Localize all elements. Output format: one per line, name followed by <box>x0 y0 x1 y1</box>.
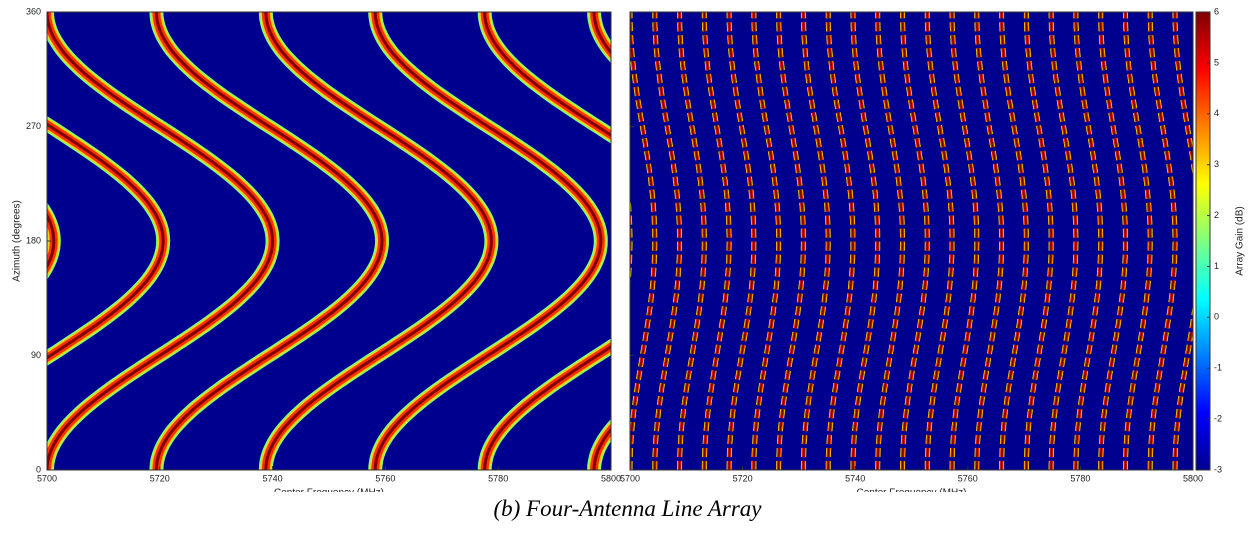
pattern-band <box>728 12 755 470</box>
pattern-band <box>1249 12 1255 470</box>
pattern-band <box>753 12 780 470</box>
x-tick-label: 5800 <box>1183 473 1203 483</box>
pattern-band <box>827 12 854 470</box>
pattern-band <box>373 12 603 470</box>
pattern-band <box>802 12 829 470</box>
caption: (b) Four-Antenna Line Array <box>493 496 762 521</box>
pattern-band <box>1050 12 1077 470</box>
x-tick-label: 5720 <box>733 473 753 483</box>
colorbar-tick-label: 5 <box>1214 57 1219 67</box>
y-tick-label: 360 <box>26 6 41 16</box>
pattern-band <box>777 12 805 470</box>
plot-area <box>630 12 1193 470</box>
pattern-band <box>1099 12 1127 470</box>
colorbar-tick-label: -2 <box>1214 413 1222 423</box>
x-tick-label: 5760 <box>375 473 395 483</box>
x-tick-label: 5780 <box>488 473 508 483</box>
colorbar-tick-label: 1 <box>1214 261 1219 271</box>
pattern-band <box>678 12 706 470</box>
x-axis-label: Center Frequency (MHz) <box>856 488 966 492</box>
y-tick-label: 0 <box>36 464 41 474</box>
figure: 570057205740576057805800090180270360Cent… <box>12 6 1255 492</box>
pattern-band <box>154 12 384 470</box>
x-tick-label: 5700 <box>620 473 640 483</box>
colorbar <box>1195 11 1211 471</box>
x-tick-label: 5720 <box>150 473 170 483</box>
x-tick-label: 5700 <box>37 473 57 483</box>
pattern-band <box>703 12 730 470</box>
colorbar-tick-label: 6 <box>1214 6 1219 16</box>
pattern-band <box>1124 12 1151 470</box>
gain-pattern <box>630 12 1255 470</box>
pattern-band <box>951 12 978 470</box>
pattern-band <box>1174 12 1193 470</box>
pattern-band <box>852 12 879 470</box>
pattern-band <box>630 12 656 470</box>
colorbar-tick-label: 2 <box>1214 210 1219 220</box>
pattern-band <box>976 12 1003 470</box>
gain-pattern <box>47 12 611 470</box>
y-tick-label: 270 <box>26 121 41 131</box>
pattern-band <box>901 12 929 470</box>
x-tick-label: 5760 <box>958 473 978 483</box>
x-tick-label: 5740 <box>845 473 865 483</box>
pattern-band <box>264 12 493 470</box>
pattern-band <box>1149 12 1176 470</box>
colorbar-tick-label: -1 <box>1214 363 1222 373</box>
pattern-band <box>1075 12 1102 470</box>
pattern-band <box>1000 12 1028 470</box>
pattern-band <box>47 12 275 470</box>
pattern-band <box>47 122 165 360</box>
y-tick-label: 180 <box>26 235 41 245</box>
pattern-band <box>1249 12 1255 470</box>
pattern-band <box>654 12 681 470</box>
pattern-band <box>1025 12 1052 470</box>
pattern-band <box>47 212 56 270</box>
x-tick-label: 5780 <box>1070 473 1090 483</box>
colorbar-label: Array Gain (dB) <box>1235 206 1246 275</box>
x-axis-label: Center Frequency (MHz) <box>274 488 384 492</box>
pattern-band <box>1249 12 1255 470</box>
colorbar-tick-label: 0 <box>1214 312 1219 322</box>
pattern-band <box>483 12 611 470</box>
x-tick-label: 5740 <box>263 473 283 483</box>
y-axis-label: Azimuth (degrees) <box>12 200 23 282</box>
colorbar-tick-label: 4 <box>1214 108 1219 118</box>
x-tick-label: 5800 <box>601 473 621 483</box>
colorbar-tick-label: -3 <box>1214 464 1222 474</box>
pattern-band <box>876 12 904 470</box>
pattern-band <box>926 12 953 470</box>
colorbar-tick-label: 3 <box>1214 159 1219 169</box>
y-tick-label: 90 <box>31 350 41 360</box>
